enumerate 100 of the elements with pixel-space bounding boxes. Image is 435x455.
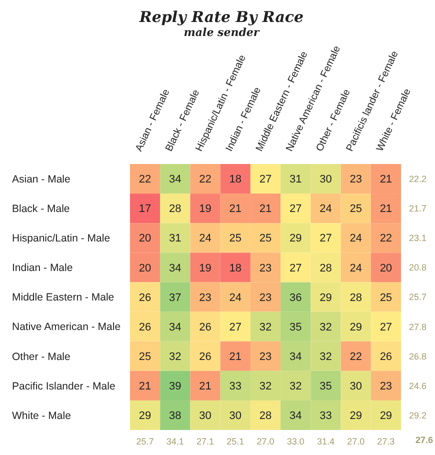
y2-tick-label: 23.1 (409, 233, 427, 244)
data-label: 23 (380, 380, 392, 393)
data-label: 27 (259, 174, 272, 186)
data-label: 30 (350, 380, 362, 393)
data-label: 23 (350, 174, 362, 186)
data-label: 27 (320, 232, 332, 245)
data-label: 21 (380, 203, 392, 216)
data-label: 26 (199, 350, 212, 363)
data-label: 29 (320, 292, 332, 304)
data-label: 31 (289, 174, 302, 186)
text: 27.0 (256, 436, 274, 446)
data-label: 38 (169, 410, 182, 422)
data-label: 29 (350, 321, 362, 334)
data-label: 19 (199, 262, 212, 274)
text: 27.0 (347, 436, 365, 446)
data-label: 32 (320, 350, 332, 363)
data-label: 21 (229, 203, 242, 216)
y-tick-label: Indian - Male (12, 262, 73, 274)
data-label: 31 (169, 232, 182, 245)
data-label: 39 (169, 380, 182, 393)
data-label: 27 (289, 203, 302, 216)
y2-tick-label: 25.7 (409, 292, 427, 302)
y-tick-label: White - Male (12, 410, 72, 422)
data-label: 37 (169, 292, 182, 304)
data-label: 24 (350, 232, 362, 245)
data-label: 29 (380, 410, 392, 422)
data-label: 20 (138, 262, 152, 274)
data-label: 18 (229, 174, 242, 186)
y2-tick-label: 24.6 (409, 380, 427, 391)
text: 33.0 (286, 436, 304, 446)
data-label: 34 (289, 410, 302, 422)
data-label: 25 (259, 232, 272, 245)
data-label: 24 (350, 262, 362, 274)
chart-title: Reply Rate By Race (138, 8, 305, 26)
y2-tick-label: 20.8 (409, 262, 427, 273)
data-label: 22 (199, 174, 212, 186)
data-label: 27 (229, 321, 242, 334)
data-label: 24 (199, 232, 212, 245)
data-label: 26 (138, 292, 152, 304)
data-label: 18 (229, 262, 242, 274)
data-label: 32 (259, 380, 272, 393)
data-label: 33 (320, 410, 332, 422)
data-label: 20 (380, 262, 392, 274)
data-label: 26 (199, 321, 212, 334)
data-label: 32 (169, 350, 182, 363)
data-label: 28 (320, 262, 332, 274)
data-label: 32 (259, 321, 272, 334)
chart-subtitle: male sender (182, 26, 261, 40)
data-label: 27 (289, 262, 302, 274)
data-label: 30 (320, 174, 332, 186)
data-label: 22 (380, 232, 392, 245)
data-label: 23 (259, 350, 272, 363)
y2-tick-label: 29.2 (409, 410, 427, 420)
text: 27.3 (377, 436, 395, 446)
y-tick-label: Other - Male (12, 350, 71, 363)
data-label: 28 (169, 203, 182, 216)
data-label: 22 (138, 174, 152, 186)
y-tick-label: Pacific Islander - Male (12, 380, 116, 392)
data-label: 35 (289, 321, 302, 334)
data-label: 21 (380, 174, 392, 186)
y2-tick-label: 27.8 (409, 322, 427, 332)
data-label: 21 (259, 203, 272, 216)
data-label: 27 (380, 321, 392, 334)
y-tick-label: Asian - Male (12, 173, 71, 186)
data-label: 20 (138, 232, 152, 245)
data-label: 17 (138, 203, 152, 216)
data-label: 25 (138, 350, 152, 363)
data-label: 34 (169, 321, 182, 334)
data-label: 29 (289, 232, 302, 245)
y2-tick-label: 21.7 (409, 204, 427, 214)
data-label: 21 (229, 350, 242, 363)
data-label: 23 (259, 292, 272, 304)
y-tick-label: Native American - Male (12, 321, 121, 334)
text: 31.4 (316, 436, 334, 446)
data-label: 30 (199, 410, 212, 422)
text: 27.1 (196, 436, 214, 446)
y-tick-label: Middle Eastern - Male (12, 292, 114, 304)
data-label: 21 (138, 380, 152, 393)
text: 27.6 (415, 435, 433, 445)
data-label: 22 (350, 350, 362, 363)
data-label: 28 (259, 410, 272, 422)
data-label: 29 (350, 410, 362, 422)
data-label: 23 (259, 262, 272, 274)
data-label: 33 (229, 380, 242, 393)
data-label: 35 (320, 380, 332, 393)
data-label: 21 (199, 380, 212, 393)
data-label: 30 (229, 410, 242, 422)
y-tick-label: Hispanic/Latin - Male (12, 232, 110, 245)
text: 25.7 (136, 436, 154, 446)
data-label: 28 (350, 292, 362, 304)
data-label: 32 (320, 321, 332, 334)
data-label: 36 (289, 292, 302, 304)
data-label: 24 (320, 203, 332, 216)
data-label: 34 (169, 262, 182, 274)
data-label: 24 (229, 292, 242, 304)
data-label: 26 (380, 350, 392, 363)
y2-tick-label: 22.2 (409, 174, 427, 184)
data-label: 32 (289, 380, 302, 393)
data-label: 26 (138, 321, 152, 334)
data-label: 34 (169, 174, 182, 186)
